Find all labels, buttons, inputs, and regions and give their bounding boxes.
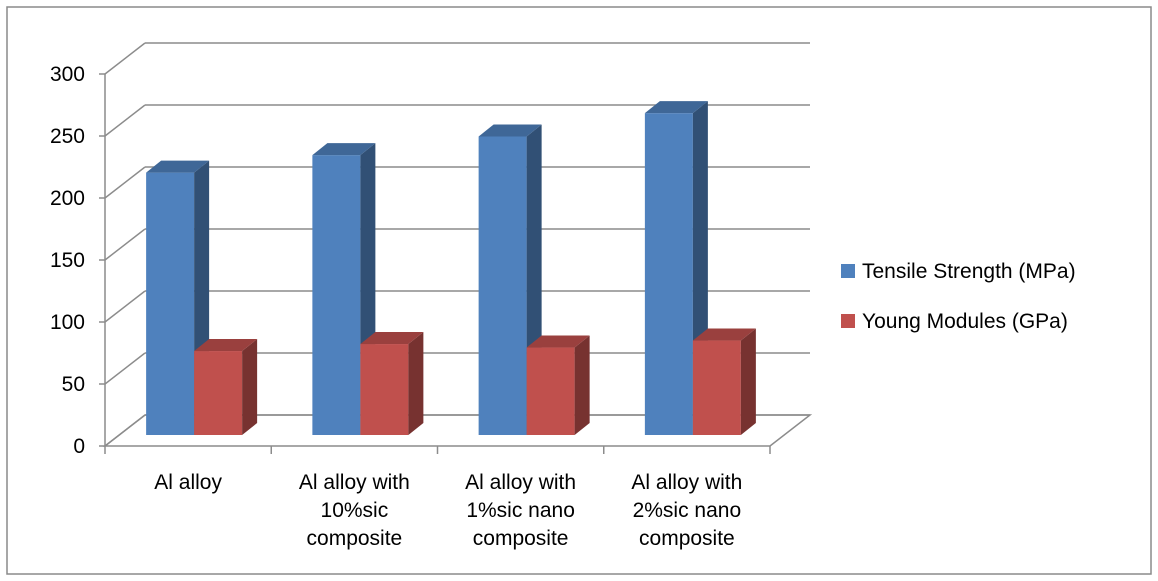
y-tick-label: 250	[50, 125, 85, 148]
side-gridline	[104, 414, 146, 447]
legend-label: Tensile Strength (MPa)	[862, 260, 1076, 283]
bar-front	[312, 155, 361, 436]
y-tick-label: 0	[73, 435, 85, 458]
x-tick-label: 2%sic nano	[633, 499, 742, 522]
x-tick-label: Al alloy with	[465, 471, 576, 494]
bar	[644, 101, 708, 435]
x-tick-labels: Al alloy Al alloy with 10%sic composite Al a…	[154, 471, 742, 550]
legend-swatch	[841, 264, 855, 278]
bar-top	[526, 335, 590, 348]
bars	[146, 101, 756, 436]
side-gridline	[104, 104, 146, 137]
legend-label: Young Modules (GPa)	[862, 310, 1068, 333]
bar-top	[644, 101, 708, 114]
bar-side	[574, 335, 590, 435]
y-tick-label: 50	[62, 373, 85, 396]
bar-top	[146, 160, 210, 173]
x-tick-label: composite	[307, 527, 403, 550]
bar-front	[526, 347, 575, 435]
side-gridline	[104, 166, 146, 199]
y-tick-label: 200	[50, 187, 85, 210]
axes	[99, 73, 771, 454]
bar-side	[408, 332, 424, 435]
bar-front	[194, 351, 243, 435]
bar-top	[692, 328, 756, 341]
bar-front	[644, 113, 693, 435]
x-tick-label: 1%sic nano	[466, 499, 575, 522]
x-tick-label: Al alloy with	[631, 471, 742, 494]
bar	[360, 332, 424, 435]
bar-top	[194, 339, 258, 352]
bar-front	[146, 172, 195, 435]
bar-top	[360, 332, 424, 345]
y-tick-labels: 0 50 100 150 200 250 300	[50, 63, 85, 458]
bar-front	[360, 344, 409, 435]
x-tick-label: composite	[473, 527, 569, 550]
legend-swatch	[841, 314, 855, 328]
bar-front	[478, 136, 527, 436]
bar-side	[740, 328, 756, 435]
bar	[194, 339, 258, 435]
y-tick-label: 300	[50, 63, 85, 86]
bar-side	[242, 339, 258, 435]
side-gridline	[104, 228, 146, 261]
bar	[526, 335, 590, 435]
bar	[692, 328, 756, 435]
x-tick-label: Al alloy with	[299, 471, 410, 494]
y-tick-label: 100	[50, 311, 85, 334]
side-gridline	[104, 352, 146, 385]
legend: Tensile Strength (MPa) Young Modules (GPa…	[841, 260, 1076, 333]
bar-top	[312, 143, 376, 156]
y-tick-label: 150	[50, 249, 85, 272]
side-gridline	[104, 42, 146, 75]
side-gridline	[104, 290, 146, 323]
bar	[146, 160, 210, 435]
x-tick-label: 10%sic	[321, 499, 389, 522]
x-tick-label: Al alloy	[154, 471, 222, 494]
bar-front	[692, 340, 741, 435]
x-tick-label: composite	[639, 527, 735, 550]
bar-top	[478, 124, 542, 137]
